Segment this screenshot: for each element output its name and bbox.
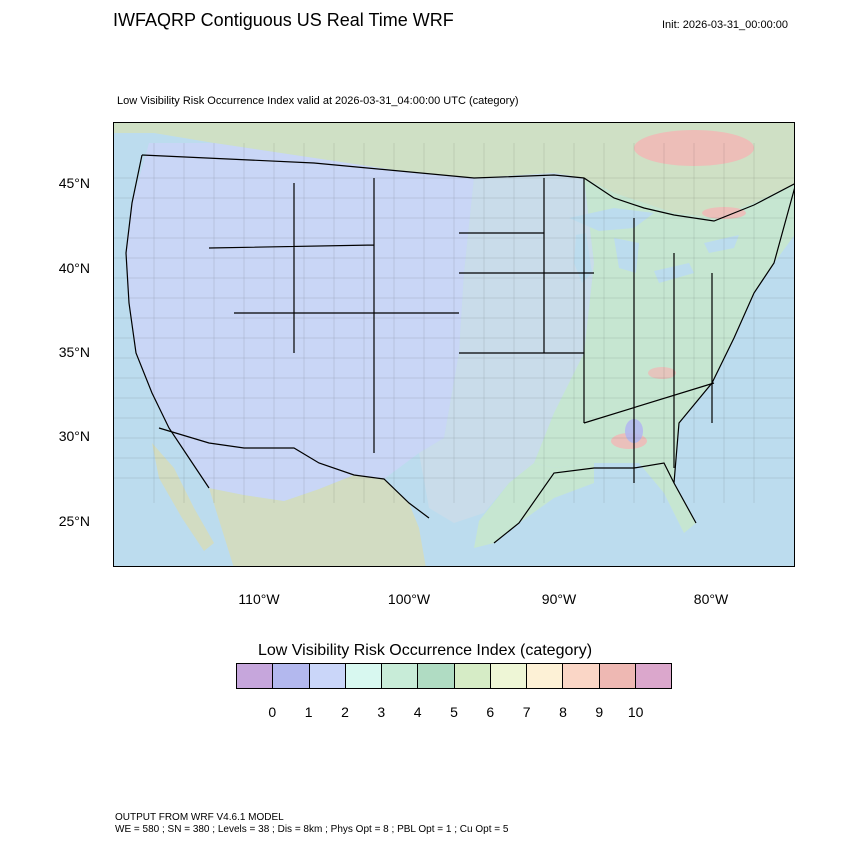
model-info-footer: OUTPUT FROM WRF V4.6.1 MODEL WE = 580 ; … bbox=[115, 812, 508, 836]
legend-tick-label: 6 bbox=[486, 704, 495, 720]
us-mexico-border bbox=[158, 427, 430, 519]
great-lakes bbox=[569, 208, 739, 283]
init-time-label: Init: 2026-03-31_00:00:00 bbox=[662, 19, 788, 31]
us-map bbox=[114, 123, 794, 566]
legend-tick-label: 4 bbox=[413, 704, 422, 720]
longitude-label-90w: 90°W bbox=[541, 591, 577, 607]
model-config-text: WE = 580 ; SN = 380 ; Levels = 38 ; Dis … bbox=[115, 824, 509, 835]
eastern-region bbox=[534, 178, 794, 533]
longitude-label-110w: 110°W bbox=[238, 591, 280, 607]
latitude-label-35n: 35°N bbox=[58, 344, 90, 360]
gulf-coast-region bbox=[474, 463, 594, 548]
high-risk-area bbox=[634, 130, 754, 166]
legend-tick-label: 0 bbox=[268, 704, 277, 720]
legend-swatch-0 bbox=[237, 664, 274, 688]
high-risk-area bbox=[648, 367, 676, 379]
legend-tick-label: 3 bbox=[377, 704, 386, 720]
model-version-text: OUTPUT FROM WRF V4.6.1 MODEL bbox=[115, 812, 284, 823]
map-subtitle: Low Visibility Risk Occurrence Index val… bbox=[117, 95, 519, 107]
legend-swatch-11 bbox=[635, 664, 671, 688]
legend-tick-label: 9 bbox=[595, 704, 604, 720]
canada-land bbox=[114, 123, 794, 218]
legend-swatch-10 bbox=[599, 664, 636, 688]
legend-swatch-3 bbox=[345, 664, 382, 688]
legend-tick-label: 8 bbox=[559, 704, 567, 720]
plains-region bbox=[419, 173, 594, 523]
latitude-label-25n: 25°N bbox=[58, 513, 90, 529]
legend-swatch-7 bbox=[490, 664, 527, 688]
page-title: IWFAQRP Contiguous US Real Time WRF bbox=[113, 10, 454, 30]
legend-swatch-8 bbox=[527, 664, 564, 688]
legend-swatch-9 bbox=[563, 664, 600, 688]
baja-peninsula bbox=[152, 443, 214, 551]
latitude-label-45n: 45°N bbox=[58, 175, 90, 191]
latitude-label-40n: 40°N bbox=[58, 260, 90, 276]
legend-swatch-2 bbox=[309, 664, 346, 688]
us-canada-border bbox=[141, 154, 794, 222]
legend-swatch-6 bbox=[454, 664, 491, 688]
mexico-land bbox=[209, 475, 426, 566]
legend-tick-label: 10 bbox=[627, 704, 644, 720]
legend-swatch-1 bbox=[273, 664, 310, 688]
legend-colorbar bbox=[236, 663, 672, 689]
map-panel bbox=[113, 122, 795, 567]
state-boundaries bbox=[125, 154, 794, 544]
state-lines bbox=[208, 178, 715, 483]
legend-tick-label: 2 bbox=[341, 704, 349, 720]
legend-tick-label: 7 bbox=[522, 704, 531, 720]
legend-tick-label: 1 bbox=[304, 704, 313, 720]
latitude-label-30n: 30°N bbox=[58, 428, 90, 444]
longitude-label-100w: 100°W bbox=[387, 591, 431, 607]
western-region bbox=[126, 143, 474, 501]
longitude-label-80w: 80°W bbox=[693, 591, 729, 607]
high-risk-area bbox=[702, 207, 746, 219]
legend-swatch-4 bbox=[382, 664, 419, 688]
legend-title: Low Visibility Risk Occurrence Index (ca… bbox=[257, 642, 593, 659]
atlantic-gulf-coastline bbox=[493, 188, 794, 544]
legend-tick-label: 5 bbox=[450, 704, 458, 720]
legend-swatch-5 bbox=[418, 664, 455, 688]
pacific-coastline bbox=[125, 154, 210, 489]
